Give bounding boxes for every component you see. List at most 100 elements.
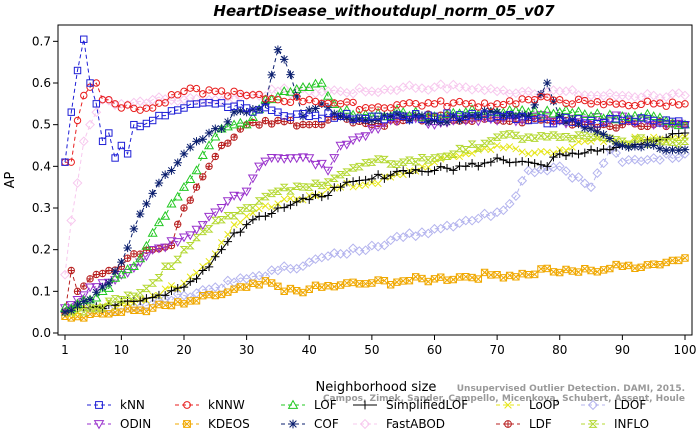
data-point-ODIN xyxy=(329,154,340,164)
data-point-COF xyxy=(618,141,627,150)
x-tick-label: 30 xyxy=(239,343,254,357)
data-point-LDOF xyxy=(473,213,484,224)
data-point-LDOF xyxy=(598,158,609,169)
data-point-LDF xyxy=(180,204,188,212)
data-point-KDEOS xyxy=(418,274,426,283)
data-point-KDEOS xyxy=(662,258,670,267)
data-point-LDOF xyxy=(335,248,346,259)
data-point-kNN xyxy=(412,110,420,118)
data-point-INFLO xyxy=(192,233,201,242)
legend-item-LoOP: LoOP xyxy=(496,398,560,412)
data-point-FastABOD xyxy=(435,79,446,90)
series-SimplifiedLOF xyxy=(60,128,690,317)
legend-label: COF xyxy=(314,417,339,431)
data-point-LDOF xyxy=(417,227,427,238)
data-point-ODIN xyxy=(141,252,152,262)
data-point-kNNW xyxy=(681,100,689,108)
data-point-COF xyxy=(154,178,164,188)
data-point-SimplifiedLOF xyxy=(398,166,408,175)
data-point-LDOF xyxy=(323,251,333,262)
data-point-COF xyxy=(655,144,665,153)
data-point-COF xyxy=(405,116,414,125)
data-point-SimplifiedLOF xyxy=(161,291,170,300)
data-point-FastABOD xyxy=(279,83,290,94)
data-point-COF xyxy=(536,89,546,99)
data-point-LDF xyxy=(92,270,101,279)
data-point-SimplifiedLOF xyxy=(248,215,258,224)
data-point-kNNW xyxy=(123,101,132,109)
data-point-LDOF xyxy=(435,223,446,234)
data-point-LoOP xyxy=(362,181,370,189)
data-point-COF xyxy=(467,111,477,120)
data-point-KDEOS xyxy=(236,283,245,291)
data-point-LDOF xyxy=(479,208,490,219)
data-point-COF xyxy=(649,141,658,150)
data-point-SimplifiedLOF xyxy=(173,283,182,293)
data-point-FastABOD xyxy=(385,85,396,95)
data-point-FastABOD xyxy=(72,178,83,188)
data-point-KDEOS xyxy=(474,275,483,283)
data-point-LoOP xyxy=(324,185,332,193)
data-point-LDOF xyxy=(504,198,515,209)
data-point-kNNW xyxy=(349,98,357,107)
data-point-kNN xyxy=(61,158,69,166)
data-point-SimplifiedLOF xyxy=(135,296,145,306)
y-tick-label: 0.1 xyxy=(32,284,51,298)
legend-label: KDEOS xyxy=(208,417,250,431)
data-point-COF xyxy=(549,96,558,106)
data-point-COF xyxy=(92,288,101,297)
data-point-COF xyxy=(442,117,452,127)
data-point-LOF xyxy=(623,112,634,122)
data-point-KDEOS xyxy=(199,292,207,300)
data-point-INFLO xyxy=(411,158,421,166)
data-point-FastABOD xyxy=(567,85,578,95)
data-point-KDEOS xyxy=(568,267,576,275)
data-point-kNN xyxy=(443,109,451,117)
data-point-KDEOS xyxy=(681,254,689,262)
data-point-INFLO xyxy=(430,154,439,162)
data-point-kNN xyxy=(148,116,157,125)
data-point-SimplifiedLOF xyxy=(367,174,377,184)
data-point-KDEOS xyxy=(255,281,263,289)
data-point-ODIN xyxy=(222,197,233,207)
data-point-kNNW xyxy=(286,98,295,107)
data-point-COF xyxy=(386,112,395,121)
data-point-INFLO xyxy=(148,279,158,287)
data-point-SimplifiedLOF xyxy=(424,167,433,177)
data-point-kNNW xyxy=(136,106,144,114)
data-point-ODIN xyxy=(210,208,221,218)
data-point-kNNW xyxy=(280,97,288,106)
data-point-COF xyxy=(73,300,82,310)
data-point-FastABOD xyxy=(629,92,640,102)
data-point-kNN xyxy=(111,154,119,162)
data-point-kNNW xyxy=(480,99,489,107)
data-point-COF xyxy=(361,116,370,125)
data-point-COF xyxy=(267,70,276,80)
data-point-COF xyxy=(79,297,88,306)
data-point-kNN xyxy=(161,111,169,120)
data-point-LOF xyxy=(617,111,628,121)
data-point-COF xyxy=(380,111,389,121)
x-tick-label: 60 xyxy=(427,343,442,357)
y-tick-label: 0.3 xyxy=(32,201,51,215)
data-point-FastABOD xyxy=(429,82,440,93)
data-point-ODIN xyxy=(341,140,352,150)
data-point-LDOF xyxy=(611,148,622,158)
data-point-LOF xyxy=(542,105,553,115)
data-point-COF xyxy=(298,112,308,121)
legend-marker xyxy=(359,418,371,430)
data-point-COF xyxy=(355,114,364,124)
watermark-line-1: Unsupervised Outlier Detection. DAMI, 20… xyxy=(457,384,685,394)
data-point-INFLO xyxy=(536,132,546,140)
data-point-LOF xyxy=(629,110,640,120)
data-point-INFLO xyxy=(116,295,126,304)
data-point-LDF xyxy=(186,196,194,204)
data-point-SimplifiedLOF xyxy=(436,162,445,171)
data-point-kNN xyxy=(437,114,445,122)
data-point-kNN xyxy=(574,115,583,123)
data-point-LDF xyxy=(293,122,301,130)
data-point-KDEOS xyxy=(318,283,326,291)
data-point-LoOP xyxy=(487,146,495,154)
data-point-INFLO xyxy=(461,145,471,154)
